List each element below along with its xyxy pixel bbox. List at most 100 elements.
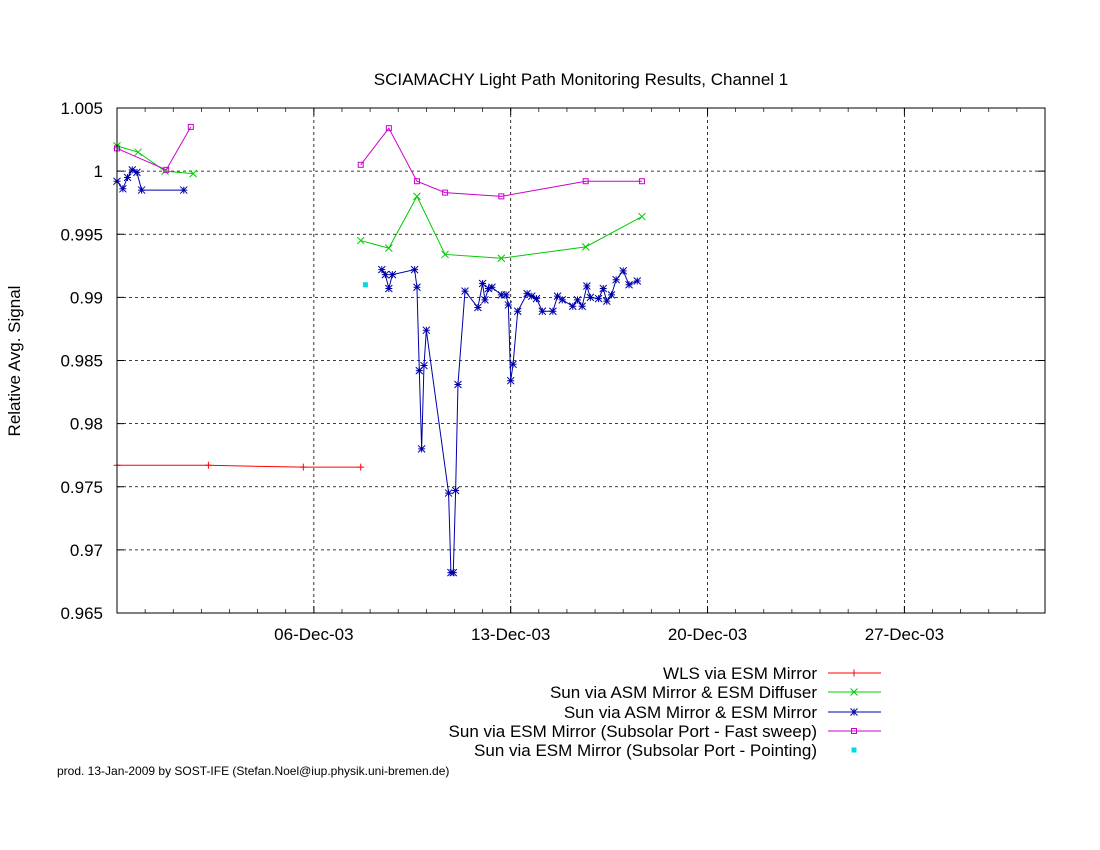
y-tick-label: 0.97 bbox=[70, 541, 103, 560]
data-point bbox=[599, 284, 608, 293]
data-point bbox=[481, 296, 489, 304]
data-point bbox=[123, 173, 132, 182]
y-tick-label: 0.985 bbox=[60, 352, 103, 371]
data-point bbox=[474, 303, 482, 312]
data-point bbox=[553, 292, 562, 300]
data-point bbox=[506, 376, 515, 385]
series-line bbox=[360, 127, 642, 197]
y-tick-label: 0.98 bbox=[70, 415, 103, 434]
data-point bbox=[488, 283, 496, 292]
x-tick-label: 20-Dec-03 bbox=[668, 625, 747, 644]
data-point bbox=[357, 463, 365, 471]
data-point bbox=[509, 360, 517, 369]
data-point bbox=[638, 178, 645, 185]
footer-credit: prod. 13-Jan-2009 by SOST-IFE (Stefan.No… bbox=[57, 764, 450, 778]
data-point bbox=[189, 169, 198, 178]
data-point bbox=[484, 284, 493, 293]
x-tick-label: 13-Dec-03 bbox=[471, 625, 550, 644]
data-point bbox=[187, 123, 194, 130]
data-point bbox=[497, 254, 506, 263]
data-point bbox=[568, 302, 577, 311]
legend-marker bbox=[851, 728, 857, 734]
y-tick-label: 1.005 bbox=[60, 99, 103, 118]
series-line bbox=[116, 145, 194, 175]
data-point bbox=[523, 289, 531, 298]
data-point bbox=[549, 307, 557, 316]
data-point bbox=[388, 270, 397, 279]
data-point bbox=[612, 275, 621, 284]
data-point bbox=[417, 445, 426, 453]
data-point bbox=[451, 486, 460, 495]
series-2 bbox=[113, 166, 642, 577]
data-point bbox=[444, 489, 453, 497]
data-point bbox=[578, 302, 587, 311]
legend-marker bbox=[850, 708, 858, 716]
data-point bbox=[638, 212, 646, 221]
data-point bbox=[581, 243, 590, 251]
data-point bbox=[362, 282, 368, 288]
series-line bbox=[360, 195, 643, 259]
ticks: 0.965 0.97 0.975 0.98 0.985 0.99 0.995 1 1.005 06… bbox=[60, 99, 1046, 644]
data-point bbox=[128, 166, 137, 174]
series-layer bbox=[113, 123, 646, 577]
data-point bbox=[385, 125, 392, 132]
data-point bbox=[299, 463, 307, 471]
data-point bbox=[633, 277, 642, 285]
data-point bbox=[538, 307, 547, 316]
data-point bbox=[625, 280, 633, 289]
data-point bbox=[454, 380, 462, 389]
data-point bbox=[532, 294, 541, 303]
data-point bbox=[498, 193, 505, 200]
legend-label: Sun via ASM Mirror & ESM Diffuser bbox=[550, 683, 817, 702]
data-point bbox=[133, 168, 141, 177]
y-tick-label: 0.99 bbox=[70, 288, 103, 307]
data-point bbox=[442, 189, 449, 196]
data-point bbox=[449, 568, 458, 577]
data-point bbox=[513, 307, 522, 316]
legend-marker bbox=[850, 688, 858, 696]
data-point bbox=[413, 178, 420, 185]
legend-label: Sun via ESM Mirror (Subsolar Port - Poin… bbox=[474, 741, 817, 760]
data-point bbox=[583, 282, 591, 290]
data-point bbox=[410, 265, 419, 274]
chart-title: SCIAMACHY Light Path Monitoring Results,… bbox=[374, 70, 789, 89]
data-point bbox=[497, 290, 506, 299]
series-3 bbox=[114, 123, 645, 200]
data-point bbox=[384, 284, 393, 293]
series-line bbox=[381, 268, 638, 574]
data-point bbox=[163, 166, 170, 173]
data-point bbox=[420, 361, 428, 370]
x-tick-label: 27-Dec-03 bbox=[865, 625, 944, 644]
data-point bbox=[134, 148, 142, 157]
legend-marker bbox=[851, 747, 857, 753]
series-line bbox=[116, 126, 192, 171]
series-4 bbox=[362, 282, 368, 288]
data-point bbox=[607, 290, 616, 299]
data-point bbox=[413, 283, 421, 292]
series-0 bbox=[113, 461, 365, 471]
x-tick-label: 06-Dec-03 bbox=[274, 625, 353, 644]
y-tick-label: 0.975 bbox=[60, 478, 103, 497]
data-point bbox=[586, 293, 595, 302]
data-point bbox=[422, 326, 431, 335]
data-point bbox=[619, 267, 628, 275]
data-point bbox=[179, 186, 188, 194]
data-point bbox=[137, 186, 146, 194]
data-point bbox=[441, 250, 449, 259]
data-point bbox=[478, 279, 487, 288]
data-point bbox=[381, 270, 390, 279]
legend-label: WLS via ESM Mirror bbox=[663, 664, 817, 683]
data-point bbox=[594, 294, 603, 303]
y-tick-label: 1 bbox=[94, 162, 103, 181]
data-point bbox=[573, 296, 582, 304]
data-point bbox=[119, 184, 127, 193]
data-point bbox=[377, 265, 386, 274]
series-line bbox=[117, 464, 361, 468]
data-point bbox=[558, 296, 567, 304]
data-point bbox=[384, 244, 393, 252]
data-point bbox=[415, 366, 424, 375]
y-tick-label: 0.995 bbox=[60, 225, 103, 244]
data-point bbox=[602, 297, 611, 306]
